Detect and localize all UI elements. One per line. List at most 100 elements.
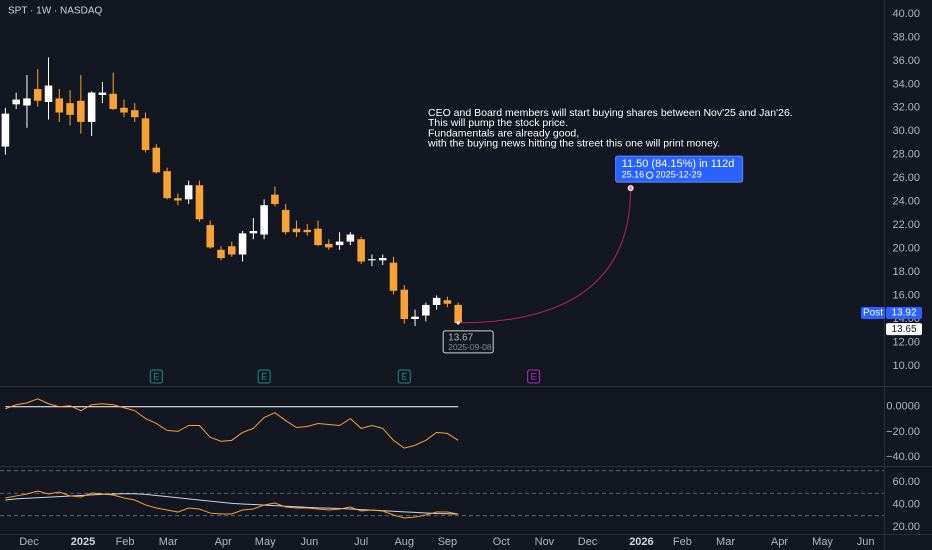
price-tag	[886, 306, 922, 319]
candle-body	[130, 110, 139, 118]
price-tag-label: Post	[863, 308, 883, 319]
candle-body	[174, 198, 182, 201]
annotation-text: CEO and Board members will start buying …	[428, 107, 793, 119]
y-tick-label: 32.00	[892, 102, 920, 114]
candle-body	[325, 243, 333, 248]
y-tick-label: −20.00	[886, 426, 920, 438]
x-tick-label: Mar	[716, 536, 735, 548]
candle-body	[77, 100, 85, 122]
candle-body	[206, 225, 214, 248]
x-tick-label: May	[812, 536, 833, 548]
projection-curve	[458, 188, 632, 324]
x-tick-label: Oct	[493, 536, 510, 548]
candle-body	[238, 233, 247, 255]
y-tick-label: 34.00	[892, 78, 920, 90]
projection-start	[456, 321, 460, 325]
y-tick-label: 16.00	[892, 289, 920, 301]
projection-label: 11.50 (84.15%) in 112d	[622, 158, 735, 170]
y-tick-label: 24.00	[892, 196, 920, 208]
y-tick-label: 30.00	[892, 125, 920, 137]
event-marker	[149, 369, 163, 384]
candle-body	[303, 229, 312, 233]
indicator-line	[5, 490, 459, 519]
start-value: 13.67	[448, 333, 473, 344]
price-tag-value: 13.92	[891, 308, 916, 319]
candle-body	[314, 228, 322, 246]
event-marker	[257, 369, 271, 384]
annotation-text: This will pump the stock price.	[428, 117, 568, 129]
candle-body	[335, 241, 344, 246]
x-tick-label: Aug	[394, 536, 414, 548]
candle-body	[443, 300, 452, 304]
x-tick-label: Mar	[159, 536, 178, 548]
start-date: 2025-09-08	[448, 342, 492, 352]
projection-date: 2025-12-29	[656, 169, 702, 179]
candle-body	[357, 239, 365, 262]
candle-body	[260, 205, 268, 235]
y-tick-label: 20.00	[892, 521, 920, 533]
y-tick-label: 10.00	[892, 360, 920, 372]
candle-body	[271, 194, 279, 205]
candle-body	[109, 93, 117, 109]
y-tick-label: 36.00	[892, 55, 920, 67]
y-tick-label: −40.00	[886, 451, 920, 463]
candle-body	[346, 234, 355, 242]
candle-body	[141, 118, 150, 151]
price-tag	[861, 306, 885, 319]
candle-body	[12, 99, 20, 105]
x-tick-label: 2026	[629, 536, 653, 548]
projection-value: 25.16	[622, 169, 645, 179]
candle-body	[292, 228, 301, 233]
event-label: E	[153, 371, 159, 381]
candle-body	[432, 297, 441, 305]
candle-body	[249, 231, 258, 234]
candle-body	[1, 113, 10, 147]
candle-body	[23, 98, 31, 106]
event-marker	[527, 369, 541, 384]
x-tick-label: Sep	[438, 536, 458, 548]
y-tick-label: 60.00	[892, 476, 920, 488]
projection-box	[615, 155, 744, 183]
y-tick-label: 18.00	[892, 266, 920, 278]
x-tick-label: Apr	[771, 536, 788, 548]
candle-body	[400, 289, 409, 320]
indicator-line	[5, 398, 459, 449]
start-tooltip	[442, 330, 494, 354]
chart-title: SPT · 1W · NASDAQ	[8, 6, 102, 17]
candle-body	[33, 89, 42, 101]
event-label: E	[531, 371, 537, 381]
x-tick-label: 2025	[71, 536, 95, 548]
y-tick-label: 12.00	[892, 336, 920, 348]
event-label: E	[261, 371, 267, 381]
x-tick-label: Jun	[857, 536, 875, 548]
candle-body	[228, 246, 236, 255]
x-tick-label: Jul	[354, 536, 368, 548]
candle-body	[411, 316, 419, 320]
candle-body	[163, 171, 171, 199]
price-tag	[886, 323, 922, 336]
x-tick-label: Feb	[116, 536, 135, 548]
y-tick-label: 40.00	[892, 8, 920, 20]
candle-body	[184, 185, 193, 200]
candle-body	[66, 103, 74, 115]
y-tick-label: 38.00	[892, 31, 920, 43]
candle-body	[422, 304, 430, 316]
candle-body	[98, 92, 107, 95]
candle-body	[55, 98, 64, 113]
candle-body	[389, 262, 398, 291]
candle-body	[152, 147, 161, 173]
y-tick-label: 26.00	[892, 172, 920, 184]
x-tick-label: Feb	[673, 536, 692, 548]
candle-body	[87, 92, 96, 122]
candle-body	[281, 209, 290, 233]
annotation-text: Fundamentals are already good,	[428, 127, 579, 139]
x-tick-label: Apr	[215, 536, 232, 548]
x-tick-label: May	[255, 536, 276, 548]
candle-body	[44, 85, 53, 102]
candle-body	[217, 249, 225, 258]
candle-body	[454, 304, 462, 324]
x-tick-label: Dec	[19, 536, 39, 548]
event-label: E	[401, 371, 407, 381]
